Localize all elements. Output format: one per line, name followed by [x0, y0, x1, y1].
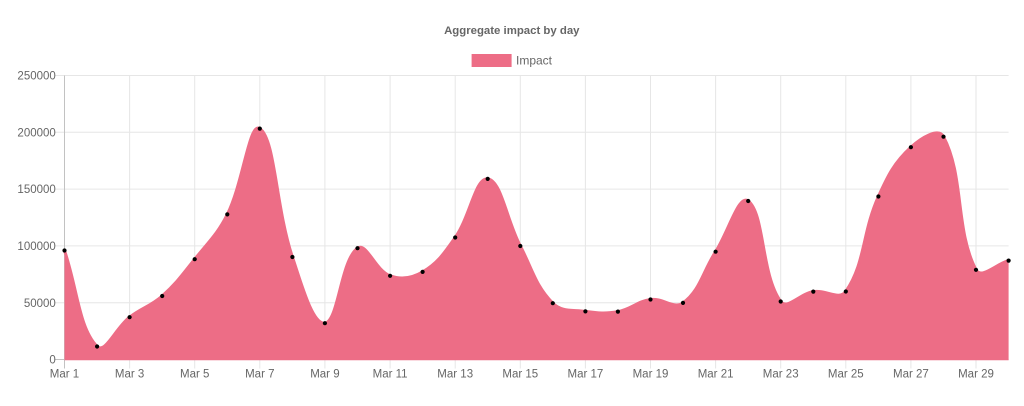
svg-text:Mar 3: Mar 3 — [115, 369, 144, 381]
svg-text:Mar 17: Mar 17 — [568, 369, 604, 381]
svg-text:Mar 13: Mar 13 — [437, 369, 473, 381]
svg-text:Mar 15: Mar 15 — [502, 369, 538, 381]
svg-text:Mar 5: Mar 5 — [180, 369, 209, 381]
svg-text:150000: 150000 — [17, 184, 55, 196]
svg-text:Mar 29: Mar 29 — [958, 369, 994, 381]
svg-text:250000: 250000 — [17, 71, 55, 83]
svg-text:Mar 1: Mar 1 — [50, 369, 79, 381]
svg-text:200000: 200000 — [17, 127, 55, 139]
svg-text:50000: 50000 — [24, 298, 56, 310]
svg-text:Mar 19: Mar 19 — [633, 369, 669, 381]
svg-text:Aggregate impact by day: Aggregate impact by day — [444, 25, 580, 37]
svg-text:Mar 23: Mar 23 — [763, 369, 799, 381]
svg-text:Mar 11: Mar 11 — [373, 369, 408, 381]
svg-text:Mar 21: Mar 21 — [698, 369, 734, 381]
svg-text:Mar 7: Mar 7 — [245, 369, 274, 381]
svg-text:Mar 9: Mar 9 — [310, 369, 339, 381]
svg-text:Impact: Impact — [516, 53, 553, 67]
svg-text:0: 0 — [49, 355, 55, 367]
svg-text:100000: 100000 — [17, 241, 55, 253]
svg-text:Mar 27: Mar 27 — [893, 369, 929, 381]
svg-text:Mar 25: Mar 25 — [828, 369, 864, 381]
